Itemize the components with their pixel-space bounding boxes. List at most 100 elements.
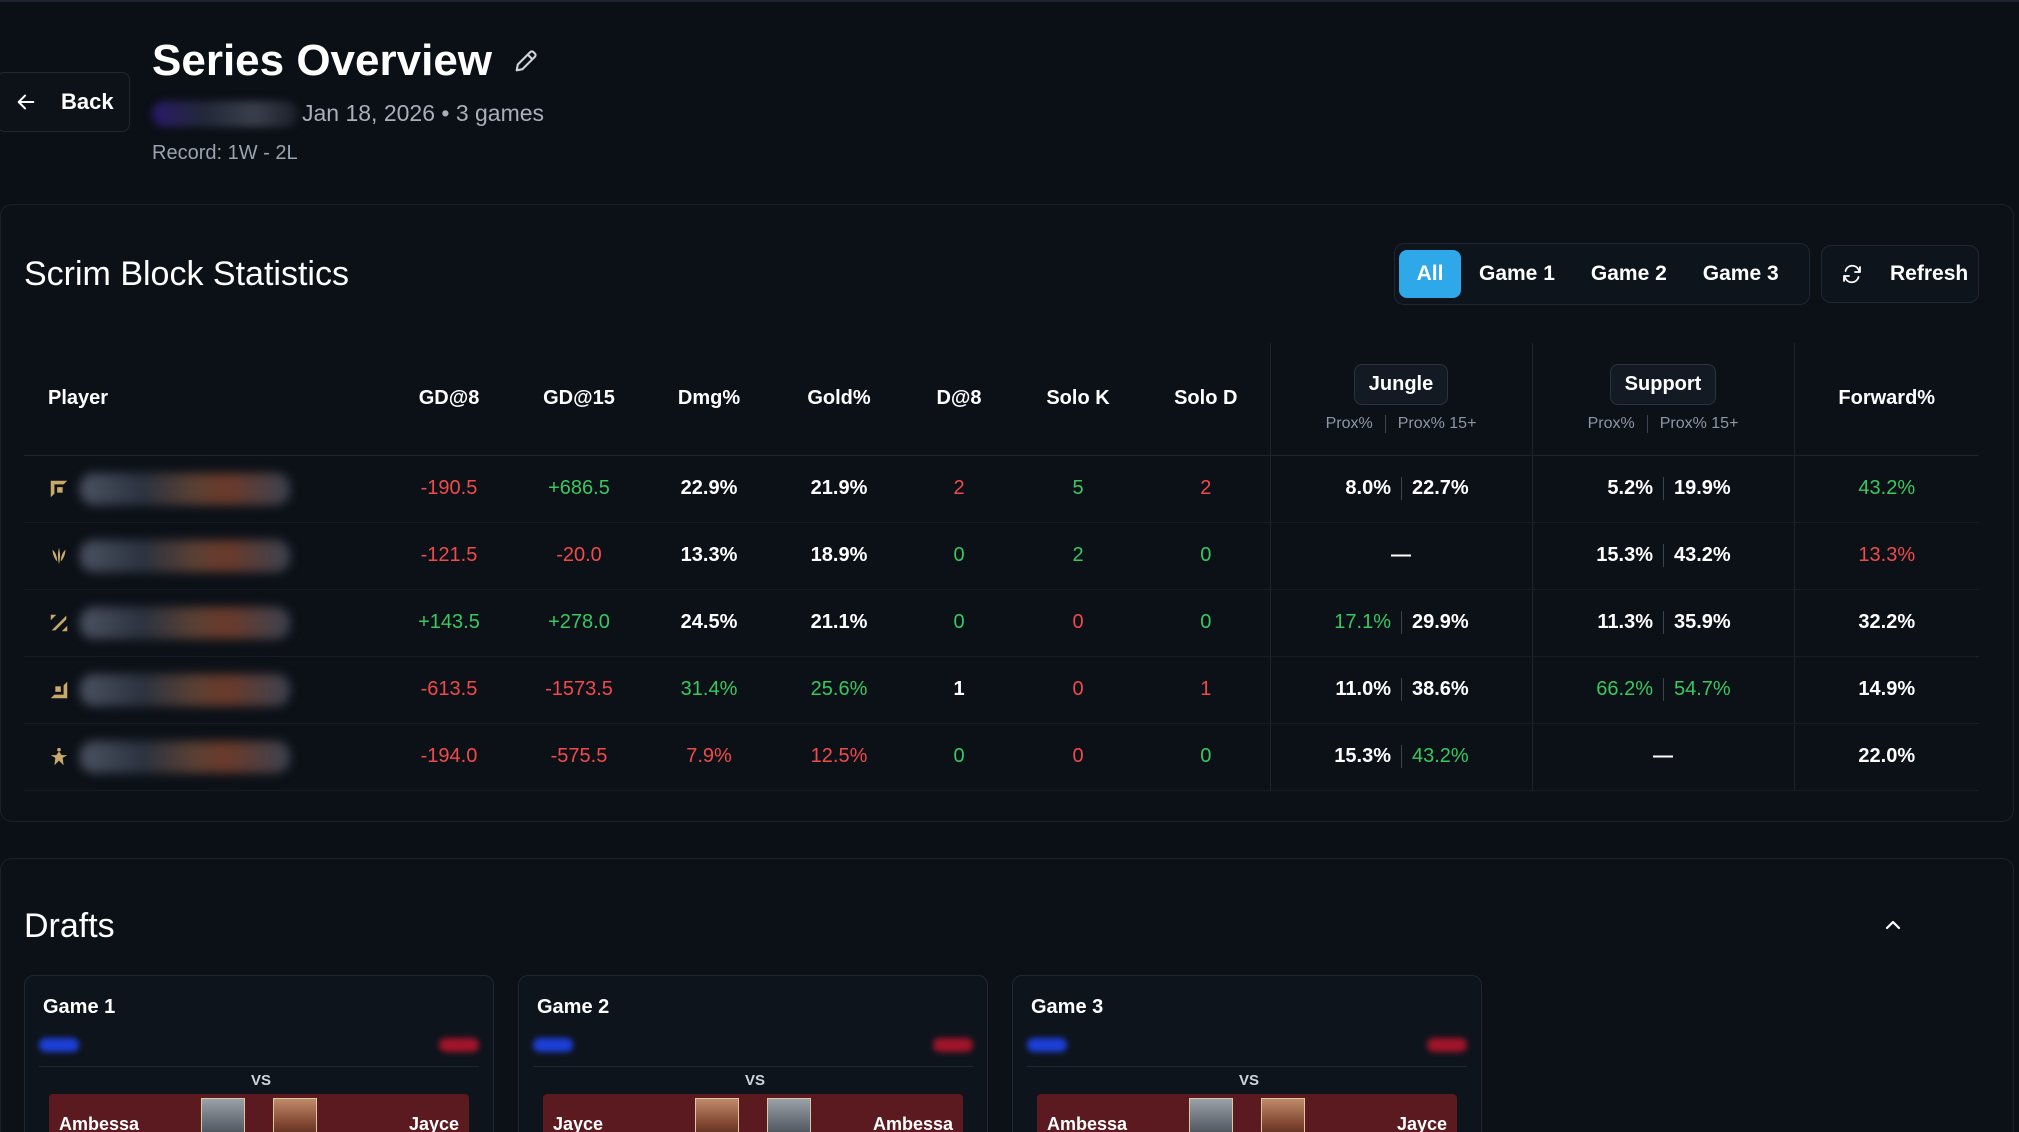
d8-value: 1 — [904, 656, 1014, 724]
support-prox-label: Prox% — [1587, 415, 1635, 433]
back-button[interactable]: Back — [0, 72, 130, 132]
card-divider — [39, 1066, 479, 1067]
col-player[interactable]: Player — [24, 343, 384, 456]
support-prox-value: — — [1531, 723, 1794, 791]
player-name — [80, 539, 290, 572]
table-row: -121.5 -20.0 13.3% 18.9% 0 2 0 — 15.3% 43… — [24, 522, 1979, 590]
page-title: Series Overview — [152, 36, 493, 85]
col-dmg[interactable]: Dmg% — [644, 343, 774, 456]
bot-role-icon — [50, 681, 68, 698]
draft-card-game-1[interactable]: Game 1 VS Ambessa Jayce — [24, 975, 494, 1132]
jungle-prox15-value: 38.6% — [1401, 678, 1485, 701]
series-date-games: Jan 18, 2026 • 3 games — [302, 100, 545, 126]
jungle-prox-value: 8.0% — [1345, 477, 1391, 499]
gd8-value: -190.5 — [384, 455, 514, 523]
red-pick-name: Jayce — [408, 1114, 459, 1132]
support-prox15-value: 35.9% — [1663, 611, 1747, 634]
dmg-value: 31.4% — [644, 656, 774, 724]
gd15-value: +686.5 — [514, 455, 644, 523]
pick-row: Jayce Ambessa — [543, 1094, 963, 1132]
draft-card-game-3[interactable]: Game 3 VS Ambessa Jayce — [1012, 975, 1482, 1132]
solo-k-value: 2 — [1014, 522, 1142, 590]
champion-portrait — [767, 1098, 811, 1132]
champion-portrait — [1261, 1098, 1305, 1132]
champion-portrait — [1189, 1098, 1233, 1132]
d8-value: 2 — [904, 455, 1014, 523]
stats-panel: Scrim Block Statistics All Game 1 Game 2… — [0, 204, 2014, 822]
stats-title: Scrim Block Statistics — [24, 255, 349, 293]
gold-value: 21.1% — [774, 589, 904, 657]
table-row: -194.0 -575.5 7.9% 12.5% 0 0 0 15.3% 43.2… — [24, 723, 1979, 791]
team-logo — [152, 100, 298, 127]
col-solo-k[interactable]: Solo K — [1014, 343, 1142, 456]
gd8-value: +143.5 — [384, 589, 514, 657]
vs-label: VS — [1235, 1070, 1264, 1091]
jungle-prox15-value: 43.2% — [1401, 745, 1485, 768]
col-gd8[interactable]: GD@8 — [384, 343, 514, 456]
col-d8[interactable]: D@8 — [904, 343, 1014, 456]
blue-pick-name: Ambessa — [1047, 1114, 1128, 1132]
solo-d-value: 0 — [1142, 589, 1270, 657]
vs-label: VS — [247, 1070, 276, 1091]
player-name — [80, 606, 290, 639]
col-forward[interactable]: Forward% — [1793, 343, 1979, 456]
jungle-group-label[interactable]: Jungle — [1353, 364, 1449, 406]
solo-k-value: 0 — [1014, 656, 1142, 724]
chevron-up-icon[interactable] — [1881, 913, 1905, 937]
draft-card-title: Game 3 — [1031, 996, 1104, 1018]
red-team-tag — [1427, 1038, 1467, 1052]
forward-value: 32.2% — [1793, 589, 1979, 657]
draft-card-game-2[interactable]: Game 2 VS Jayce Ambessa — [518, 975, 988, 1132]
pick-row: Ambessa Jayce — [1037, 1094, 1457, 1132]
top-role-icon — [50, 480, 68, 497]
col-support: Support Prox% Prox% 15+ — [1531, 343, 1794, 456]
table-row: -613.5 -1573.5 31.4% 25.6% 1 0 1 11.0% 38… — [24, 656, 1979, 724]
player-name — [80, 673, 290, 706]
filter-game-3[interactable]: Game 3 — [1702, 262, 1779, 285]
champion-portrait — [201, 1098, 245, 1132]
solo-k-value: 0 — [1014, 589, 1142, 657]
col-solo-d[interactable]: Solo D — [1142, 343, 1270, 456]
dmg-value: 13.3% — [644, 522, 774, 590]
jungle-role-icon — [52, 547, 66, 564]
d8-value: 0 — [904, 589, 1014, 657]
support-prox-value: 15.3% — [1596, 544, 1653, 566]
back-label: Back — [61, 89, 114, 114]
arrow-left-icon — [17, 94, 35, 110]
gd8-value: -194.0 — [384, 723, 514, 791]
pencil-icon[interactable] — [512, 47, 540, 75]
champion-portrait — [695, 1098, 739, 1132]
support-prox-value: 11.3% — [1597, 611, 1653, 633]
forward-value: 13.3% — [1793, 522, 1979, 590]
support-role-icon — [50, 747, 68, 765]
stats-table: Player GD@8 GD@15 Dmg% Gold% D@8 Solo K … — [24, 343, 1979, 791]
forward-value: 22.0% — [1793, 723, 1979, 791]
solo-d-value: 2 — [1142, 455, 1270, 523]
support-prox15-value: 54.7% — [1663, 678, 1747, 701]
d8-value: 0 — [904, 522, 1014, 590]
red-team-tag — [933, 1038, 973, 1052]
col-gd15[interactable]: GD@15 — [514, 343, 644, 456]
gd8-value: -121.5 — [384, 522, 514, 590]
mid-role-icon — [50, 614, 68, 631]
pick-row: Ambessa Jayce — [49, 1094, 469, 1132]
blue-pick-name: Ambessa — [59, 1114, 140, 1132]
refresh-button[interactable]: Refresh — [1821, 245, 1979, 303]
filter-game-1[interactable]: Game 1 — [1479, 262, 1555, 285]
jungle-prox-value: 17.1% — [1334, 611, 1391, 633]
filter-all[interactable]: All — [1399, 250, 1461, 298]
card-divider — [533, 1066, 973, 1067]
dmg-value: 22.9% — [644, 455, 774, 523]
game-filter: All Game 1 Game 2 Game 3 — [1394, 243, 1810, 305]
col-gold[interactable]: Gold% — [774, 343, 904, 456]
card-divider — [1027, 1066, 1467, 1067]
blue-team-tag — [1027, 1038, 1067, 1052]
filter-game-2[interactable]: Game 2 — [1590, 262, 1667, 285]
vs-label: VS — [741, 1070, 770, 1091]
gd15-value: -575.5 — [514, 723, 644, 791]
player-name — [80, 740, 290, 773]
solo-k-value: 5 — [1014, 455, 1142, 523]
forward-value: 14.9% — [1793, 656, 1979, 724]
support-group-label[interactable]: Support — [1609, 364, 1717, 406]
col-jungle: Jungle Prox% Prox% 15+ — [1269, 343, 1532, 456]
